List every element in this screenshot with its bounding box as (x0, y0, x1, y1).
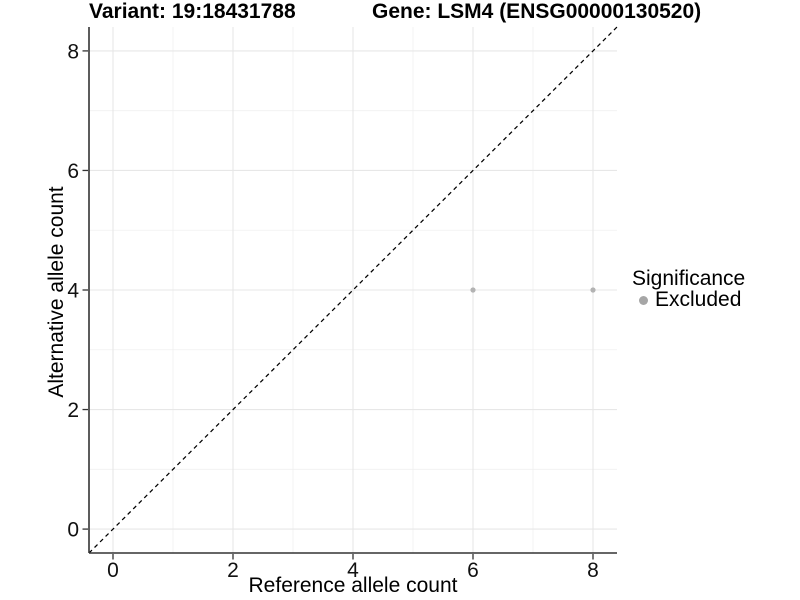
legend: Significance Excluded (632, 267, 746, 311)
x-tick-label: 0 (107, 559, 119, 582)
data-point (590, 287, 596, 293)
y-tick-label: 8 (67, 40, 79, 63)
x-tick-label: 4 (347, 559, 359, 582)
x-tick-label: 6 (467, 559, 479, 582)
legend-item-excluded: Excluded (632, 288, 745, 311)
x-axis-title: Reference allele count (248, 574, 458, 597)
legend-item-label: Excluded (655, 288, 742, 311)
x-tick-label: 8 (587, 559, 599, 582)
x-tick-label: 2 (227, 559, 239, 582)
y-tick-label: 0 (67, 519, 79, 542)
gene-title: Gene: LSM4 (ENSG00000130520) (372, 0, 702, 23)
y-tick-label: 6 (67, 160, 79, 183)
legend-title: Significance (632, 267, 746, 290)
y-axis-title: Alternative allele count (45, 186, 68, 398)
excluded-point-icon (639, 295, 648, 305)
variant-title: Variant: 19:18431788 (89, 0, 296, 23)
y-tick-label: 4 (67, 280, 79, 303)
y-tick-label: 2 (67, 399, 79, 422)
data-point (470, 287, 476, 293)
